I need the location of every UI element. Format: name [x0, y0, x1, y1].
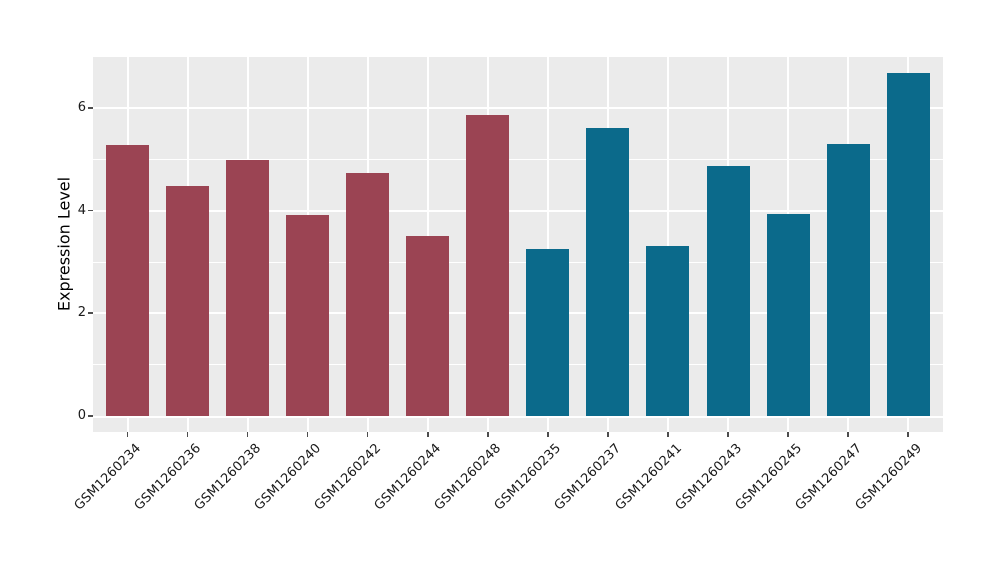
y-tick-mark-6 [88, 107, 93, 109]
x-tick-mark-GSM1260234 [126, 432, 129, 437]
y-tick-label-6: 6 [77, 100, 86, 116]
bar-GSM1260249 [886, 73, 930, 416]
bar-GSM1260248 [466, 115, 510, 416]
x-tick-mark-GSM1260238 [246, 432, 249, 437]
major-gridline-y-2 [93, 312, 943, 315]
major-gridline-y-0 [93, 415, 943, 418]
bar-GSM1260247 [826, 143, 870, 416]
y-tick-mark-2 [88, 312, 93, 314]
bar-GSM1260245 [766, 214, 810, 416]
bar-GSM1260234 [106, 144, 149, 416]
bar-GSM1260241 [646, 245, 690, 416]
minor-gridline-y-3 [93, 261, 943, 263]
major-gridline-y-4 [93, 209, 943, 212]
bar-GSM1260235 [526, 248, 570, 416]
x-tick-mark-GSM1260236 [186, 432, 189, 437]
bar-GSM1260243 [706, 166, 750, 416]
x-tick-mark-GSM1260237 [607, 432, 609, 437]
y-tick-mark-0 [88, 415, 93, 417]
x-tick-mark-GSM1260243 [727, 432, 729, 437]
gridline-x-GSM1260241 [666, 57, 669, 432]
x-tick-mark-GSM1260249 [907, 432, 909, 437]
bar-GSM1260242 [346, 172, 390, 416]
bar-GSM1260238 [226, 160, 270, 416]
x-tick-mark-GSM1260247 [847, 432, 849, 437]
x-tick-mark-GSM1260248 [487, 432, 489, 437]
minor-gridline-y-5 [93, 158, 943, 160]
y-tick-label-4: 4 [77, 202, 86, 218]
bar-GSM1260237 [586, 128, 630, 416]
bar-GSM1260240 [286, 215, 330, 416]
gridline-x-GSM1260235 [546, 57, 549, 432]
y-tick-label-2: 2 [77, 305, 86, 321]
plot-panel [93, 57, 943, 432]
major-gridline-y-6 [93, 107, 943, 110]
x-tick-mark-GSM1260245 [787, 432, 789, 437]
y-axis-label: Expression Level [54, 176, 74, 312]
y-tick-label-0: 0 [77, 408, 86, 423]
x-tick-mark-GSM1260235 [547, 432, 549, 437]
minor-gridline-y-1 [93, 364, 943, 366]
x-tick-mark-GSM1260241 [667, 432, 669, 437]
x-tick-mark-GSM1260242 [366, 432, 369, 437]
bar-GSM1260244 [406, 235, 450, 416]
bar-GSM1260236 [166, 186, 210, 416]
y-tick-mark-4 [88, 209, 93, 212]
x-tick-mark-GSM1260244 [427, 432, 429, 437]
x-tick-mark-GSM1260240 [306, 432, 309, 437]
